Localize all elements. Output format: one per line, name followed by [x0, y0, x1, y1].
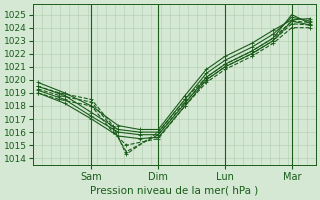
X-axis label: Pression niveau de la mer( hPa ): Pression niveau de la mer( hPa ) — [90, 186, 259, 196]
